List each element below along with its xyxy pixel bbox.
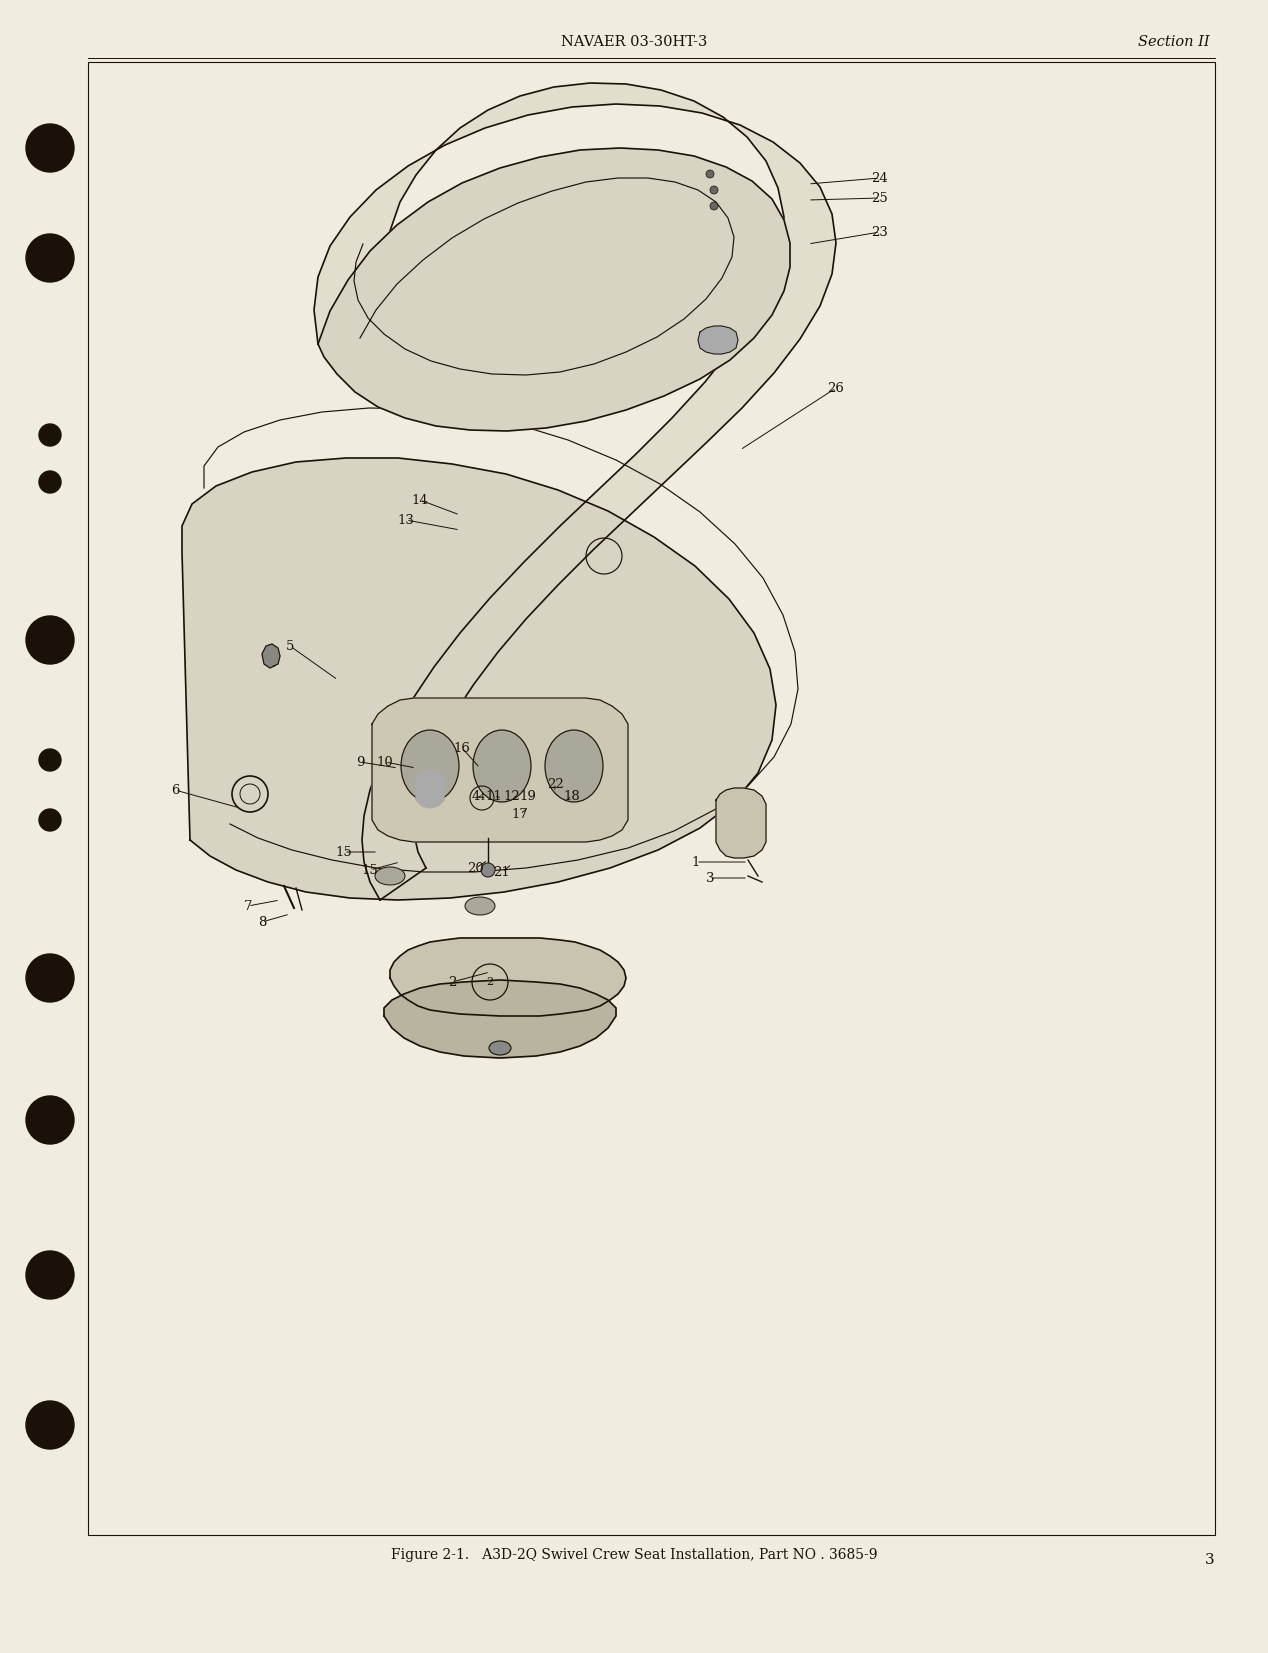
Bar: [87, 63, 1215, 1536]
Text: 14: 14: [412, 494, 429, 506]
Text: 11: 11: [486, 790, 502, 802]
Ellipse shape: [545, 731, 604, 802]
Ellipse shape: [473, 731, 531, 802]
Circle shape: [27, 617, 74, 665]
Text: 1: 1: [692, 856, 700, 868]
Circle shape: [27, 954, 74, 1002]
Text: 2: 2: [448, 975, 456, 988]
Ellipse shape: [401, 731, 459, 802]
Text: 7: 7: [243, 899, 252, 912]
Polygon shape: [262, 645, 280, 668]
Circle shape: [39, 808, 61, 831]
Circle shape: [39, 425, 61, 446]
Text: 23: 23: [871, 225, 889, 238]
Circle shape: [27, 124, 74, 172]
Text: 12: 12: [503, 790, 520, 802]
Circle shape: [481, 863, 495, 878]
Text: 19: 19: [520, 790, 536, 802]
Text: 18: 18: [563, 790, 581, 802]
Circle shape: [27, 1402, 74, 1450]
Circle shape: [710, 202, 718, 210]
Text: Figure 2-1.   A3D-2Q Swivel Crew Seat Installation, Part NO . 3685-9: Figure 2-1. A3D-2Q Swivel Crew Seat Inst…: [391, 1547, 877, 1562]
Text: 6: 6: [171, 784, 179, 797]
Polygon shape: [391, 937, 626, 1017]
Text: 3: 3: [1206, 1554, 1215, 1567]
Text: 17: 17: [511, 808, 529, 820]
Text: NAVAER 03-30HT-3: NAVAER 03-30HT-3: [560, 35, 708, 50]
Polygon shape: [716, 788, 766, 858]
Text: 9: 9: [356, 755, 364, 769]
Text: 21: 21: [493, 866, 511, 878]
Circle shape: [706, 170, 714, 179]
Text: 24: 24: [871, 172, 889, 185]
Text: 13: 13: [398, 514, 415, 527]
Ellipse shape: [489, 1041, 511, 1055]
Ellipse shape: [375, 868, 404, 884]
Text: 15: 15: [361, 863, 378, 876]
Text: 2: 2: [487, 977, 493, 987]
Text: 4: 4: [472, 790, 481, 802]
Text: 8: 8: [257, 916, 266, 929]
Text: 26: 26: [828, 382, 844, 395]
Circle shape: [27, 1096, 74, 1144]
Text: 3: 3: [706, 871, 714, 884]
Polygon shape: [697, 326, 738, 354]
Text: Section II: Section II: [1139, 35, 1210, 50]
Circle shape: [710, 187, 718, 193]
Circle shape: [27, 1251, 74, 1299]
Polygon shape: [318, 149, 790, 431]
Text: 16: 16: [454, 742, 470, 754]
Polygon shape: [372, 698, 628, 841]
Circle shape: [27, 235, 74, 283]
Ellipse shape: [465, 898, 495, 916]
Text: 20: 20: [468, 861, 484, 874]
Text: 5: 5: [285, 640, 294, 653]
Text: 4: 4: [479, 793, 486, 802]
Polygon shape: [314, 83, 836, 899]
Polygon shape: [183, 458, 776, 899]
Polygon shape: [416, 770, 444, 808]
Text: 15: 15: [336, 845, 353, 858]
Polygon shape: [384, 980, 616, 1058]
Circle shape: [39, 749, 61, 770]
Circle shape: [39, 471, 61, 493]
Text: 10: 10: [377, 755, 393, 769]
Text: 22: 22: [548, 777, 564, 790]
Text: 25: 25: [871, 192, 889, 205]
